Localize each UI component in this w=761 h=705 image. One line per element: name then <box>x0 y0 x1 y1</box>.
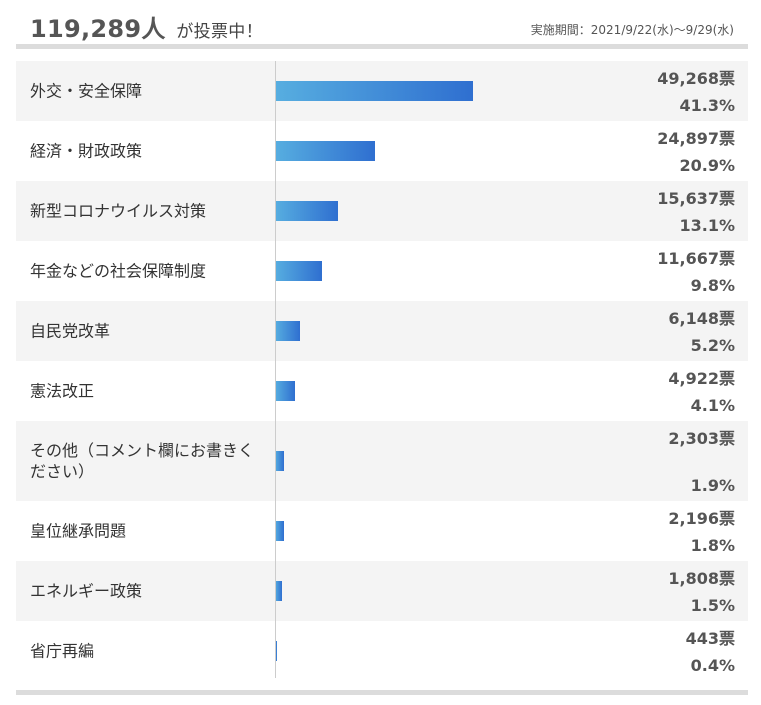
vote-count-label: 49,268票 <box>657 69 735 88</box>
category-label: その他（コメント欄にお書きください） <box>30 441 255 481</box>
category-label: エネルギー政策 <box>30 581 143 601</box>
category-label: 皇位継承問題 <box>30 521 127 541</box>
result-row: 経済・財政政策 24,897票 20.9% <box>16 121 748 181</box>
vote-count-label: 443票 <box>685 629 735 648</box>
result-row: エネルギー政策 1,808票 1.5% <box>16 561 748 621</box>
vote-total: 119,289人 が投票中！ <box>30 9 263 44</box>
percent-label: 1.8% <box>690 536 735 555</box>
result-bar <box>275 581 282 601</box>
vote-count-label: 4,922票 <box>668 369 735 388</box>
vote-total-suffix: が投票中！ <box>176 22 263 42</box>
result-bar <box>275 521 284 541</box>
vote-count-label: 6,148票 <box>668 309 735 328</box>
category-label: 憲法改正 <box>30 381 95 401</box>
result-bar <box>275 321 300 341</box>
poll-results-chart: 外交・安全保障 49,268票 41.3% 経済・財政政策 24,897票 20.9% 新型… <box>16 61 748 681</box>
vote-count-label: 11,667票 <box>657 249 735 268</box>
vote-total-count: 119,289人 <box>30 15 166 43</box>
result-bar <box>275 261 322 281</box>
vote-count-label: 2,196票 <box>668 509 735 528</box>
percent-label: 0.4% <box>690 656 735 675</box>
result-row: 憲法改正 4,922票 4.1% <box>16 361 748 421</box>
percent-label: 41.3% <box>679 96 735 115</box>
result-row: 新型コロナウイルス対策 15,637票 13.1% <box>16 181 748 241</box>
result-bar <box>275 641 277 661</box>
percent-label: 13.1% <box>679 216 735 235</box>
poll-period: 実施期間：2021/9/22(水)〜9/29(水) <box>530 23 734 37</box>
percent-label: 9.8% <box>690 276 735 295</box>
result-row: 省庁再編 443票 0.4% <box>16 621 748 681</box>
category-label: 年金などの社会保障制度 <box>30 261 207 281</box>
percent-label: 4.1% <box>690 396 735 415</box>
result-bar <box>275 201 338 221</box>
result-row: 自民党改革 6,148票 5.2% <box>16 301 748 361</box>
percent-label: 1.9% <box>690 476 735 495</box>
result-bar <box>275 381 295 401</box>
vote-count-label: 15,637票 <box>657 189 735 208</box>
bar-axis-line <box>275 61 276 678</box>
vote-count-label: 2,303票 <box>668 429 735 448</box>
result-row: 外交・安全保障 49,268票 41.3% <box>16 61 748 121</box>
result-row: 皇位継承問題 2,196票 1.8% <box>16 501 748 561</box>
vote-count-label: 1,808票 <box>668 569 735 588</box>
percent-label: 1.5% <box>690 596 735 615</box>
percent-label: 20.9% <box>679 156 735 175</box>
category-label: 経済・財政政策 <box>30 141 143 161</box>
footer-divider <box>16 690 748 695</box>
category-label: 新型コロナウイルス対策 <box>30 201 207 221</box>
result-row: その他（コメント欄にお書きください） 2,303票 1.9% <box>16 421 748 501</box>
header-divider <box>16 44 748 49</box>
result-bar <box>275 451 284 471</box>
vote-count-label: 24,897票 <box>657 129 735 148</box>
result-bar <box>275 81 473 101</box>
result-row: 年金などの社会保障制度 11,667票 9.8% <box>16 241 748 301</box>
percent-label: 5.2% <box>690 336 735 355</box>
category-label: 外交・安全保障 <box>30 81 143 101</box>
result-bar <box>275 141 375 161</box>
category-label: 自民党改革 <box>30 321 111 341</box>
category-label: 省庁再編 <box>30 641 95 661</box>
poll-header: 119,289人 が投票中！ 実施期間：2021/9/22(水)〜9/29(水) <box>16 0 748 44</box>
